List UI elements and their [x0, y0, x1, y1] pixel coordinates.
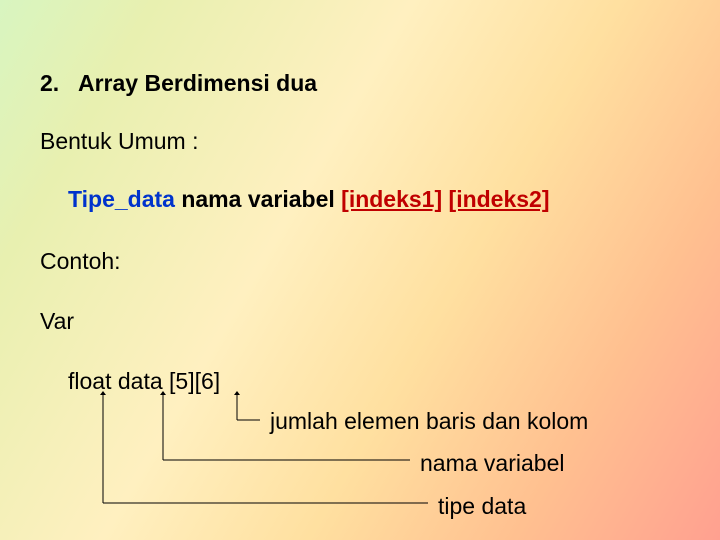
syntax-indeks1: [indeks1] — [341, 186, 442, 212]
bentuk-umum-label: Bentuk Umum : — [40, 128, 199, 156]
example-declaration: float data [5][6] — [68, 368, 220, 396]
example-dims: [5][6] — [169, 368, 220, 394]
var-label: Var — [40, 308, 74, 336]
syntax-tipe-data: Tipe_data — [68, 186, 175, 212]
heading-number: 2. — [40, 70, 59, 98]
example-data: data — [118, 368, 169, 394]
syntax-nama-variabel: nama variabel — [175, 186, 341, 212]
syntax-indeks2: [indeks2] — [449, 186, 550, 212]
example-float: float — [68, 368, 118, 394]
label-tipe: tipe data — [438, 493, 526, 521]
slide-content: 2. Array Berdimensi dua Bentuk Umum : Ti… — [0, 0, 720, 540]
heading-title: Array Berdimensi dua — [78, 70, 317, 98]
label-jumlah: jumlah elemen baris dan kolom — [270, 408, 588, 436]
label-nama: nama variabel — [420, 450, 564, 478]
syntax-line: Tipe_data nama variabel [indeks1] [indek… — [68, 186, 550, 214]
contoh-label: Contoh: — [40, 248, 121, 276]
